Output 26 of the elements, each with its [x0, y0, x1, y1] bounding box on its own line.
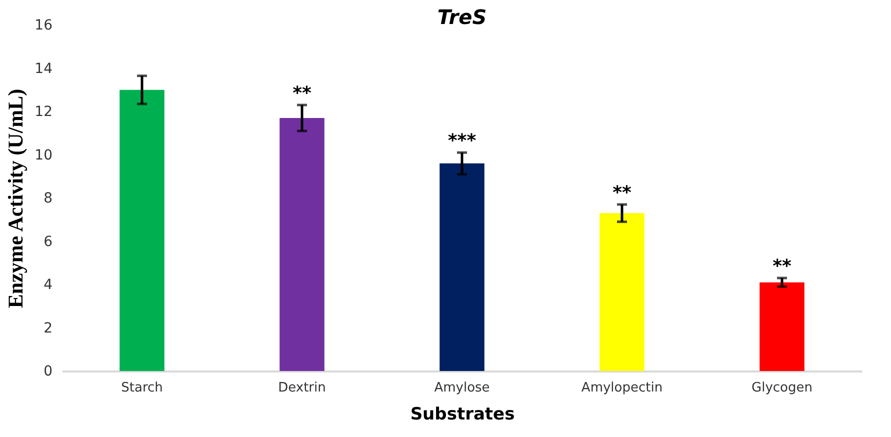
- y-tick-label: 10: [34, 147, 52, 164]
- annotation: **: [292, 83, 312, 104]
- bar: [280, 118, 324, 371]
- y-tick-label: 16: [34, 18, 53, 34]
- y-tick-label: 0: [44, 364, 52, 380]
- x-tick-label: Glycogen: [752, 380, 812, 396]
- y-tick-label: 2: [44, 320, 52, 336]
- x-tick-label: Dextrin: [278, 380, 326, 396]
- y-tick-label: 6: [44, 234, 53, 250]
- y-tick-label: 8: [44, 190, 52, 206]
- chart-title: TreS: [437, 5, 487, 29]
- x-tick-label: Starch: [121, 380, 163, 396]
- bar: [760, 282, 804, 371]
- y-tick-label: 4: [44, 277, 53, 293]
- x-tick-label: Amylopectin: [581, 380, 663, 396]
- bar: [440, 163, 484, 371]
- annotation: **: [772, 256, 792, 278]
- annotation: ***: [448, 130, 477, 152]
- y-tick-label: 12: [34, 104, 52, 120]
- annotation: **: [612, 182, 632, 204]
- x-tick-label: Amylose: [434, 380, 490, 396]
- y-axis-title: Enzyme Activity (U/mL): [4, 88, 28, 308]
- x-axis-title: Substrates: [410, 404, 515, 424]
- bar: [120, 90, 164, 371]
- y-tick-label: 14: [34, 60, 53, 77]
- bar: [600, 213, 644, 371]
